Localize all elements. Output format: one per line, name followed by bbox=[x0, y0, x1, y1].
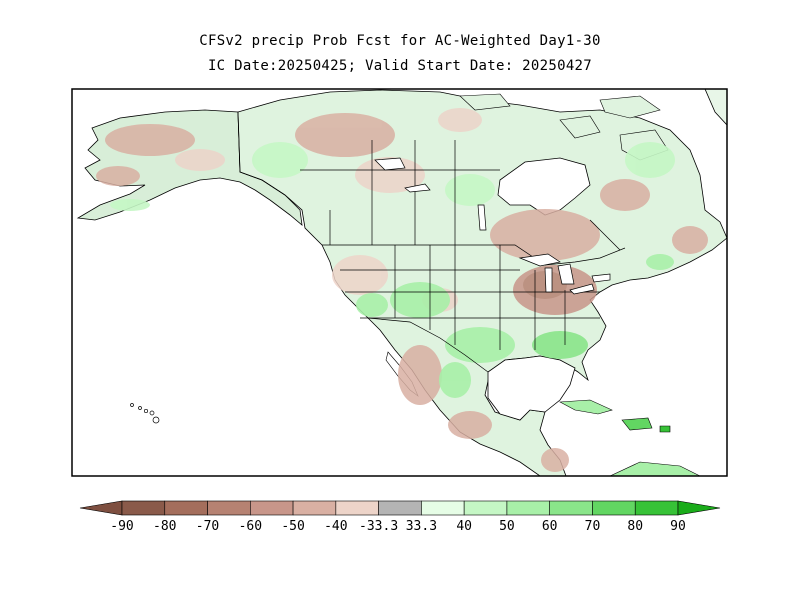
gulf-of-mexico bbox=[487, 355, 576, 421]
legend-tick-label: -50 bbox=[281, 519, 304, 534]
above-normal-area bbox=[390, 282, 450, 318]
legend-color-box bbox=[121, 500, 166, 516]
lake-erie bbox=[569, 283, 595, 295]
lake-huron bbox=[557, 263, 575, 285]
lake-winnipeg bbox=[477, 204, 487, 231]
legend-color-box bbox=[335, 500, 379, 516]
arctic-island bbox=[559, 115, 601, 139]
below-normal-area bbox=[672, 226, 708, 254]
south-america-land bbox=[609, 461, 701, 476]
above-normal-area bbox=[445, 174, 495, 206]
legend-color-box bbox=[592, 500, 636, 516]
legend-color-box bbox=[164, 500, 208, 516]
below-normal-area bbox=[295, 113, 395, 157]
greenland-land bbox=[704, 89, 727, 126]
legend-color-box bbox=[506, 500, 550, 516]
legend-tick-label: -60 bbox=[239, 519, 262, 534]
above-normal-area bbox=[646, 254, 674, 270]
below-normal-area bbox=[438, 108, 482, 132]
legend-tick-label: 70 bbox=[585, 519, 601, 534]
below-normal-area bbox=[490, 209, 600, 261]
above-normal-shading bbox=[110, 142, 675, 398]
below-normal-shading bbox=[96, 108, 708, 472]
lake-ontario bbox=[591, 273, 611, 283]
us-mexico-border bbox=[367, 317, 489, 373]
legend-tick-label: 50 bbox=[499, 519, 515, 534]
great-slave-lake bbox=[404, 183, 431, 193]
chart-title-line-1: CFSv2 precip Prob Fcst for AC-Weighted D… bbox=[199, 33, 601, 49]
legend-tick-label: 40 bbox=[456, 519, 472, 534]
legend-color-box bbox=[378, 500, 422, 516]
legend-color-box bbox=[549, 500, 593, 516]
province-line bbox=[589, 219, 621, 251]
below-normal-area bbox=[96, 166, 140, 186]
great-lakes bbox=[374, 157, 611, 295]
legend-tick-label: -90 bbox=[110, 519, 133, 534]
chart-title-line-2: IC Date:20250425; Valid Start Date: 2025… bbox=[207, 58, 593, 74]
legend-color-box bbox=[292, 500, 337, 516]
lake-michigan bbox=[544, 267, 553, 293]
below-normal-area bbox=[541, 448, 569, 472]
hawaii-islands bbox=[130, 403, 160, 424]
legend-color-box bbox=[207, 500, 251, 516]
above-normal-area bbox=[356, 293, 388, 317]
above-normal-area bbox=[252, 142, 308, 178]
below-normal-area bbox=[600, 179, 650, 211]
legend-low-end-arrow bbox=[79, 500, 123, 516]
legend-color-box bbox=[250, 500, 294, 516]
above-normal-area bbox=[439, 362, 471, 398]
above-normal-area bbox=[625, 142, 675, 178]
hispaniola-island bbox=[621, 417, 653, 431]
legend-tick-label: -33.3 bbox=[359, 519, 398, 534]
legend-color-box bbox=[421, 500, 465, 516]
alaska-canada-border bbox=[237, 111, 286, 196]
legend-tick-label: 80 bbox=[627, 519, 643, 534]
below-normal-area bbox=[448, 411, 492, 439]
above-normal-area bbox=[532, 331, 588, 359]
land-and-shading bbox=[76, 89, 727, 476]
lake-superior bbox=[518, 253, 561, 267]
below-normal-area bbox=[175, 149, 225, 171]
above-normal-area bbox=[110, 199, 150, 211]
cuba-island bbox=[558, 399, 613, 415]
legend-tick-label: -70 bbox=[196, 519, 219, 534]
legend-color-box bbox=[634, 500, 679, 516]
legend-color-box bbox=[463, 500, 508, 516]
political-boundaries bbox=[237, 111, 626, 373]
map-frame bbox=[71, 88, 728, 477]
legend-tick-label: 90 bbox=[670, 519, 686, 534]
legend-high-end-arrow bbox=[677, 500, 721, 516]
puerto-rico-island bbox=[659, 425, 671, 433]
legend-tick-label: -40 bbox=[324, 519, 347, 534]
above-normal-area bbox=[445, 327, 515, 363]
legend-tick-label: 33.3 bbox=[406, 519, 437, 534]
great-bear-lake bbox=[374, 157, 406, 171]
below-normal-area bbox=[398, 345, 442, 405]
below-normal-area bbox=[332, 255, 388, 295]
arctic-island bbox=[459, 93, 511, 111]
hudson-bay bbox=[497, 157, 591, 216]
us-canada-border bbox=[322, 244, 626, 266]
legend-tick-label: -80 bbox=[153, 519, 176, 534]
below-normal-area bbox=[355, 157, 425, 193]
legend-tick-label: 60 bbox=[542, 519, 558, 534]
arctic-island bbox=[599, 95, 661, 119]
below-normal-area bbox=[105, 124, 195, 156]
